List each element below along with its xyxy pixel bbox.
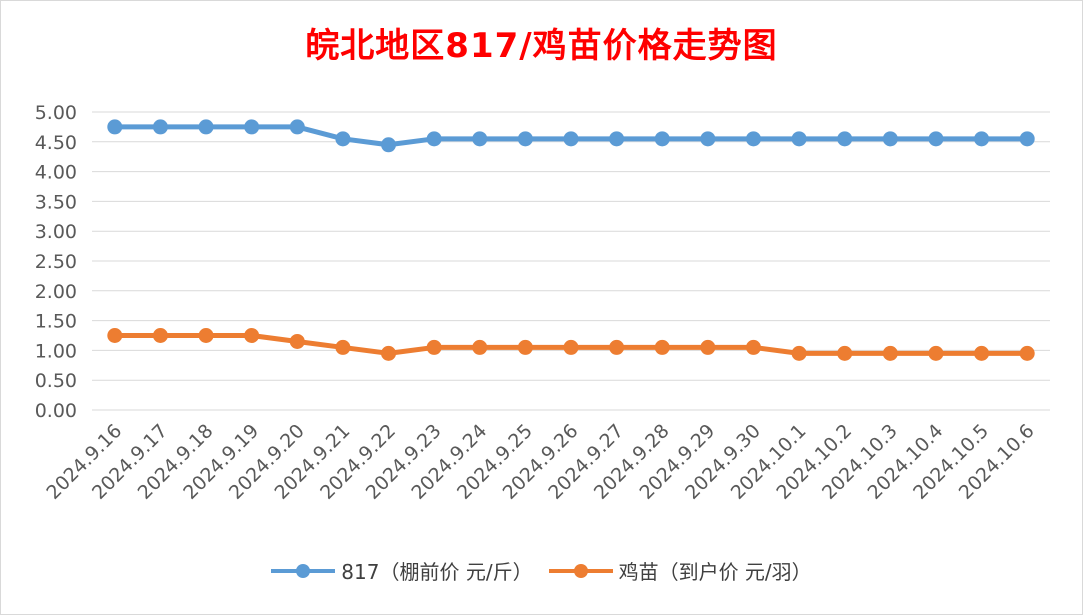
y-tick-label: 0.50 [35,370,77,392]
data-point [745,131,761,147]
data-point [609,339,625,355]
data-point [928,345,944,361]
data-point [974,345,990,361]
data-point [289,333,305,349]
data-point [198,119,214,135]
chart-legend: 817（棚前价 元/斤） 鸡苗（到户价 元/羽） [0,556,1083,585]
data-point [426,339,442,355]
data-point [107,328,123,343]
data-point [654,131,670,147]
legend-item-chick: 鸡苗（到户价 元/羽） [548,556,812,585]
data-point [152,328,168,343]
data-point [974,131,990,147]
y-tick-label: 1.50 [35,311,77,333]
data-point [791,345,807,361]
y-tick-label: 2.50 [35,251,77,273]
data-point [654,339,670,355]
y-tick-label: 4.50 [35,132,77,154]
data-point [882,131,898,147]
data-point [700,339,716,355]
data-point [426,131,442,147]
y-tick-label: 3.00 [35,221,77,243]
data-point [472,339,488,355]
data-point [517,339,533,355]
y-tick-label: 5.00 [35,102,77,124]
y-tick-label: 2.00 [35,281,77,303]
data-point [745,339,761,355]
data-point [563,131,579,147]
data-point [244,119,260,135]
chart-title: 皖北地区817/鸡苗价格走势图 [305,26,778,66]
data-point [837,345,853,361]
data-point [1019,131,1035,147]
data-point [107,119,123,135]
legend-item-817: 817（棚前价 元/斤） [271,556,533,585]
legend-label-817: 817（棚前价 元/斤） [341,560,533,584]
y-tick-label: 3.50 [35,191,77,213]
data-point [152,119,168,135]
y-tick-label: 4.00 [35,162,77,184]
data-point [837,131,853,147]
y-tick-label: 1.00 [35,340,77,362]
data-point [381,137,397,153]
data-point [700,131,716,147]
data-point [335,131,351,147]
data-point [381,345,397,361]
data-point [289,119,305,135]
legend-label-chick: 鸡苗（到户价 元/羽） [618,560,812,584]
y-tick-label: 0.00 [35,400,77,422]
data-point [244,328,260,343]
data-point [928,131,944,147]
data-point [472,131,488,147]
data-point [335,339,351,355]
data-point [1019,345,1035,361]
legend-swatch-chick [548,561,613,581]
data-point [198,328,214,343]
data-point [609,131,625,147]
data-point [517,131,533,147]
legend-swatch-817 [271,561,336,581]
data-point [882,345,898,361]
data-point [563,339,579,355]
data-point [791,131,807,147]
